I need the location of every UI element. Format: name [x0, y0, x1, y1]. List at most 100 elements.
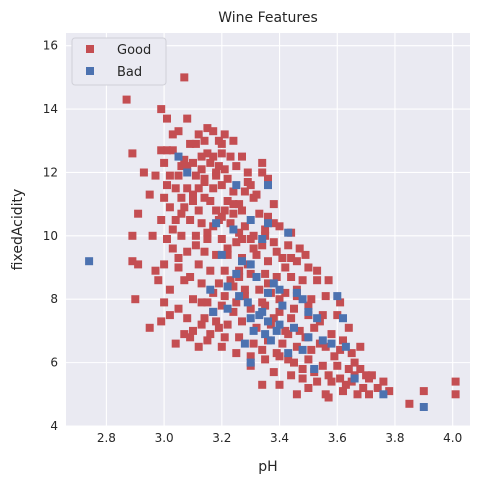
data-point-good	[321, 342, 330, 351]
data-point-bad	[275, 320, 284, 329]
data-point-good	[235, 333, 244, 342]
data-point-bad	[209, 307, 218, 316]
data-point-good	[261, 355, 270, 364]
data-point-good	[365, 390, 373, 399]
data-point-bad	[232, 181, 241, 190]
data-point-good	[157, 146, 166, 155]
data-point-good	[217, 139, 226, 148]
data-point-good	[200, 247, 209, 256]
legend-label-bad: Bad	[117, 65, 142, 80]
data-point-good	[163, 235, 171, 243]
data-point-bad	[290, 323, 298, 332]
data-point-good	[284, 241, 293, 250]
data-point-good	[258, 298, 267, 307]
data-point-bad	[333, 292, 342, 301]
data-point-good	[122, 95, 131, 104]
data-point-good	[344, 323, 353, 332]
data-point-bad	[217, 250, 226, 259]
data-point-good	[206, 266, 215, 275]
data-point-good	[258, 168, 267, 177]
data-point-good	[197, 320, 206, 329]
data-point-good	[191, 231, 200, 240]
data-point-good	[238, 235, 246, 243]
data-point-good	[238, 317, 246, 326]
data-point-good	[281, 263, 290, 272]
data-point-good	[229, 200, 238, 209]
legend-marker-bad	[86, 67, 94, 75]
data-point-bad	[240, 339, 249, 348]
data-point-good	[321, 292, 330, 301]
data-point-good	[180, 203, 189, 212]
data-point-good	[304, 384, 313, 392]
data-point-good	[186, 273, 195, 281]
data-point-bad	[249, 326, 258, 335]
data-point-bad	[304, 333, 313, 342]
data-point-good	[264, 212, 272, 221]
data-point-bad	[318, 336, 327, 345]
data-point-good	[255, 209, 264, 218]
data-point-bad	[350, 374, 359, 383]
data-point-good	[128, 231, 137, 240]
data-point-bad	[313, 314, 322, 323]
data-point-good	[217, 149, 226, 158]
data-point-good	[373, 384, 382, 392]
data-point-good	[214, 323, 223, 332]
data-point-good	[229, 307, 238, 316]
data-point-good	[220, 165, 229, 174]
data-point-good	[272, 273, 281, 281]
data-point-good	[203, 124, 212, 133]
data-point-bad	[304, 307, 313, 316]
chart-title: Wine Features	[218, 10, 318, 26]
data-point-good	[223, 320, 232, 329]
data-point-good	[212, 168, 221, 177]
data-point-good	[353, 390, 362, 399]
data-point-good	[197, 279, 206, 288]
data-point-good	[134, 209, 143, 218]
series-bad	[85, 152, 428, 411]
data-point-bad	[327, 339, 336, 348]
data-point-good	[200, 193, 209, 202]
data-point-good	[203, 149, 212, 158]
data-point-good	[272, 247, 281, 256]
data-point-good	[131, 295, 140, 304]
data-point-bad	[298, 295, 307, 304]
data-point-good	[419, 387, 428, 396]
data-point-good	[359, 384, 368, 392]
data-point-good	[298, 365, 307, 373]
data-point-bad	[223, 304, 232, 313]
data-point-good	[200, 178, 209, 186]
data-point-bad	[278, 301, 287, 310]
data-point-good	[217, 342, 226, 351]
data-point-good	[310, 323, 319, 332]
data-point-good	[189, 326, 197, 335]
y-tick-label: 4	[50, 419, 58, 433]
data-point-bad	[246, 260, 255, 269]
data-point-good	[151, 266, 160, 275]
data-point-bad	[310, 365, 319, 373]
y-tick-label: 16	[43, 39, 58, 53]
data-point-good	[160, 158, 169, 167]
data-point-bad	[341, 342, 350, 351]
data-point-bad	[379, 390, 388, 399]
data-point-good	[206, 197, 215, 205]
legend: Good Bad	[71, 37, 167, 86]
data-point-good	[284, 330, 293, 339]
data-point-bad	[246, 216, 255, 224]
data-point-good	[212, 206, 221, 215]
data-point-good	[313, 266, 322, 275]
data-point-good	[336, 374, 345, 383]
data-point-good	[292, 257, 301, 266]
data-point-bad	[419, 403, 428, 411]
data-point-good	[287, 273, 296, 281]
data-point-good	[243, 178, 252, 186]
data-point-good	[189, 190, 197, 199]
data-point-good	[157, 317, 166, 326]
y-tick-label: 10	[43, 229, 58, 243]
data-point-good	[281, 288, 290, 297]
data-point-good	[298, 374, 307, 383]
data-point-bad	[258, 235, 267, 243]
data-point-good	[186, 216, 195, 224]
data-point-good	[165, 203, 174, 212]
data-point-good	[341, 380, 350, 389]
data-point-good	[243, 168, 252, 177]
